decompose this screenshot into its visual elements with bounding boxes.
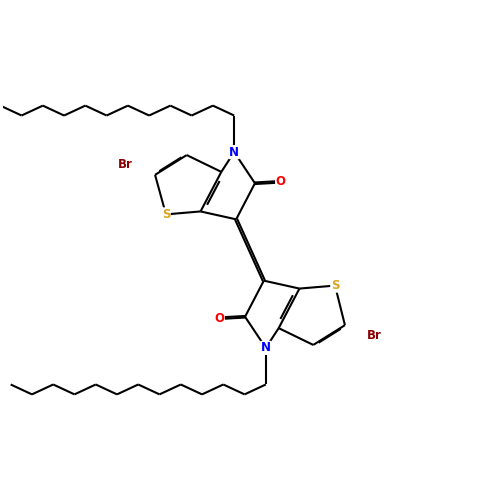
Text: O: O (276, 176, 285, 188)
Text: N: N (229, 146, 239, 158)
Text: S: S (331, 279, 340, 292)
Text: O: O (214, 312, 224, 324)
Text: S: S (162, 208, 170, 221)
Text: N: N (261, 342, 271, 354)
Text: Br: Br (367, 328, 382, 342)
Text: Br: Br (118, 158, 133, 172)
